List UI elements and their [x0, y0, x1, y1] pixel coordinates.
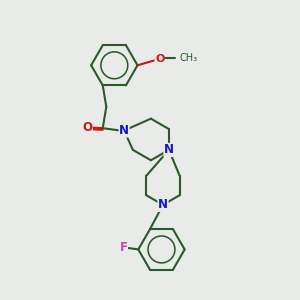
Text: N: N — [164, 143, 174, 156]
Text: CH₃: CH₃ — [180, 52, 198, 63]
Text: N: N — [119, 124, 129, 137]
Text: N: N — [158, 198, 168, 212]
Text: O: O — [82, 121, 92, 134]
Text: O: O — [155, 54, 164, 64]
Text: F: F — [119, 242, 128, 254]
